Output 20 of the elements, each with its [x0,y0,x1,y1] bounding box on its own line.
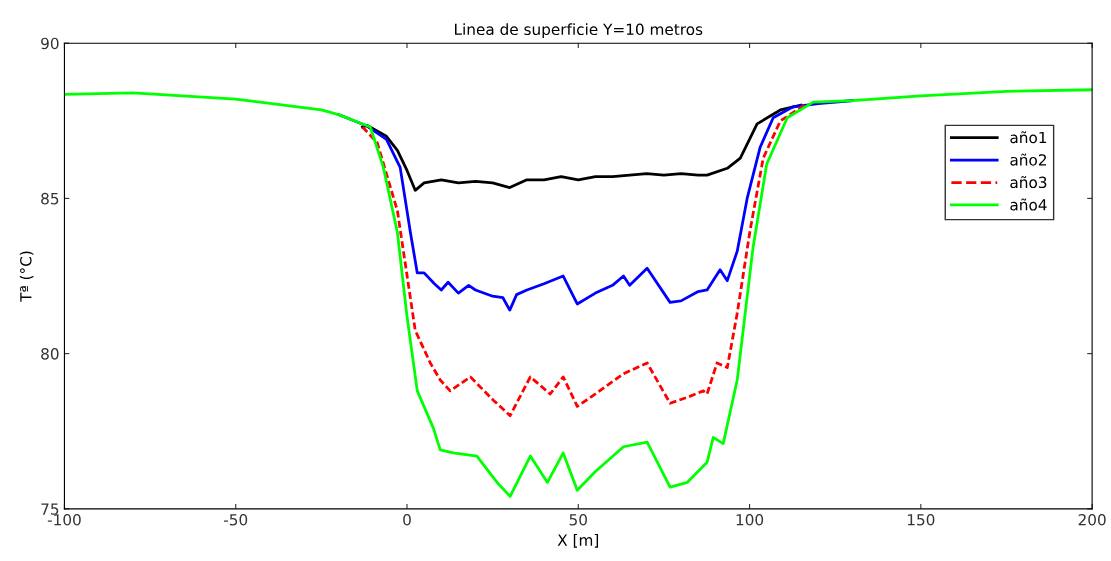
legend-label: año1 [1010,131,1047,144]
x-tick-label: -100 [47,513,81,526]
legend-label: año3 [1010,176,1047,189]
line-series [64,88,1093,498]
x-tick-label: 200 [1078,513,1106,526]
y-tick-label: 80 [41,348,59,360]
line-series [361,103,803,192]
y-tick-label: 90 [41,37,59,50]
y-tick-label: 75 [41,503,59,515]
x-tick-label: 50 [569,513,587,526]
legend-label: año2 [1010,153,1046,166]
y-tick-label: 85 [41,192,59,205]
x-tick-label: -50 [223,513,248,526]
x-tick-label: 100 [736,513,764,526]
x-tick-label: 0 [403,513,411,526]
chart-title: Linea de superficie Y=10 metros [455,23,703,39]
legend-label: año4 [1010,198,1047,211]
y-axis-title: Tª (°C) [19,251,34,302]
x-tick-label: 150 [907,513,935,526]
x-axis-title: X [m] [557,534,599,548]
